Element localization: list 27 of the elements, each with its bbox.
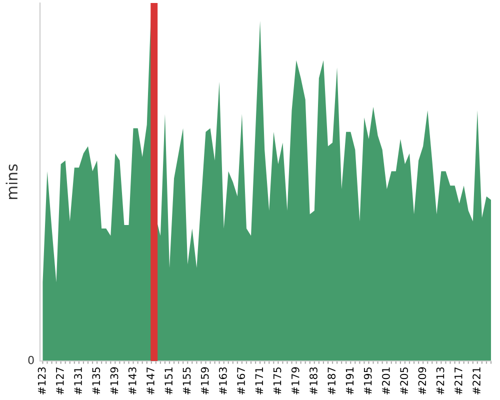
x-tick-label: #221 bbox=[472, 368, 480, 394]
text: 0 bbox=[28, 356, 34, 364]
x-tick-label: #213 bbox=[436, 367, 444, 394]
x-tick-label: #171 bbox=[255, 368, 263, 394]
x-tick-label: #139 bbox=[110, 367, 118, 394]
x-tick-label: #217 bbox=[454, 367, 462, 394]
x-tick-label: #151 bbox=[164, 368, 173, 394]
x-tick-label: #143 bbox=[128, 367, 136, 394]
x-tick-label: #201 bbox=[382, 368, 390, 394]
x-tick-label: #155 bbox=[182, 367, 191, 394]
x-tick-label: #123 bbox=[38, 367, 46, 394]
x-tick-label: #187 bbox=[328, 367, 336, 394]
x-tick-label: #163 bbox=[218, 367, 227, 394]
y-axis-title: mins bbox=[6, 164, 18, 199]
x-tick-label: #209 bbox=[418, 367, 426, 394]
x-tick-label: #127 bbox=[56, 367, 64, 394]
x-tick-label: #159 bbox=[200, 367, 209, 394]
x-tick-label: #195 bbox=[364, 367, 372, 394]
x-tick-label: #131 bbox=[74, 368, 82, 394]
x-tick-label: #205 bbox=[400, 367, 408, 394]
x-tick-label: #147 bbox=[146, 367, 154, 394]
x-tick-label: #183 bbox=[310, 367, 318, 394]
x-tick-label: #175 bbox=[273, 367, 282, 394]
x-tick-label: #135 bbox=[92, 367, 100, 394]
x-tick-label: #167 bbox=[237, 367, 245, 394]
x-tick-label: #179 bbox=[291, 367, 300, 394]
x-tick-label: #191 bbox=[346, 368, 354, 394]
